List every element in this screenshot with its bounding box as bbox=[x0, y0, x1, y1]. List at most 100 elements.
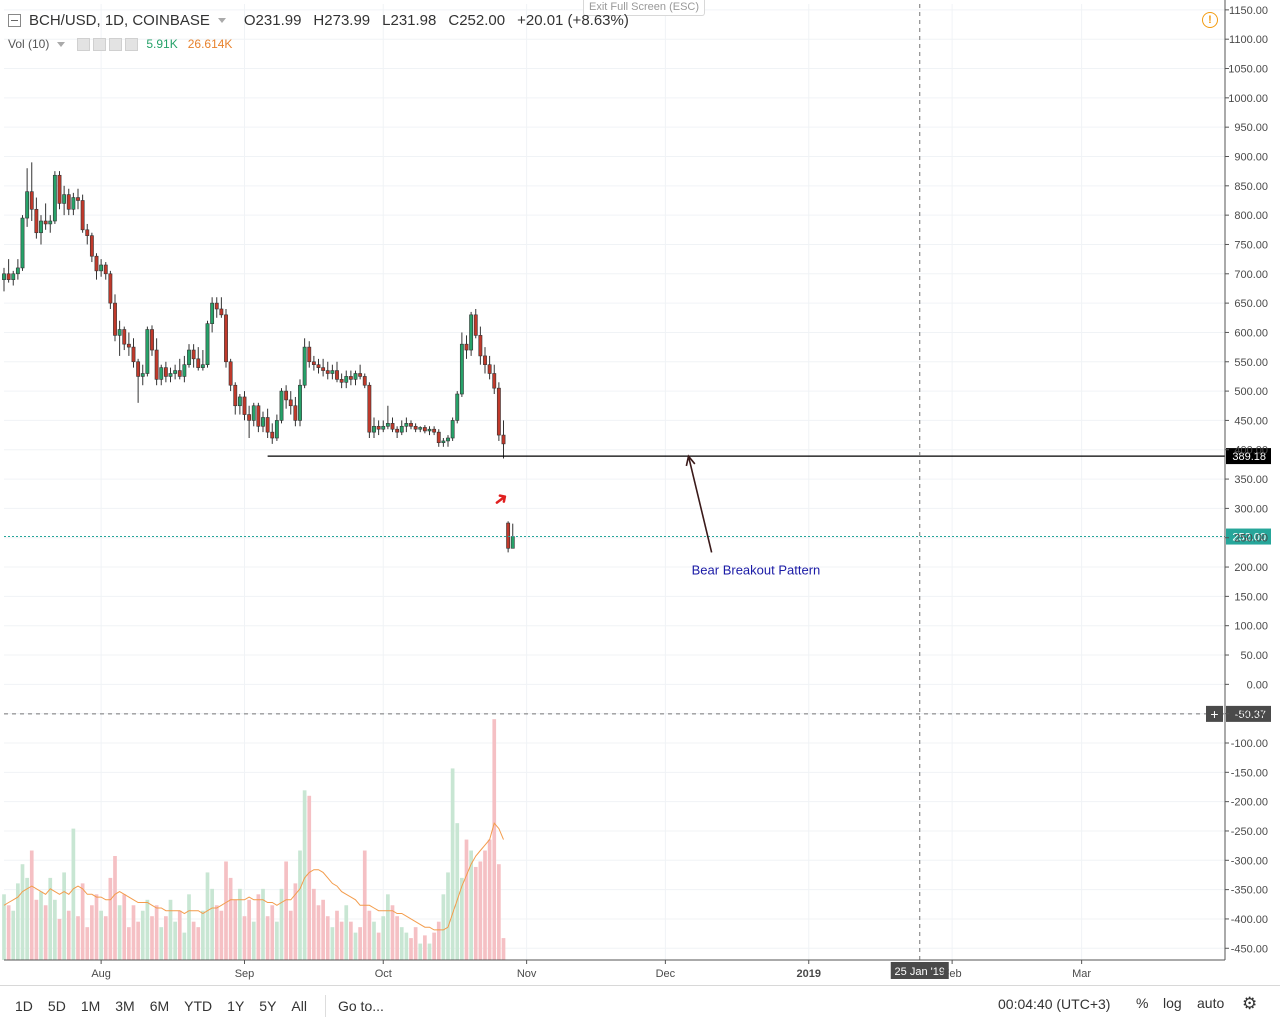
symbol-title[interactable]: BCH/USD, 1D, COINBASE bbox=[29, 12, 210, 29]
volume-bar bbox=[25, 877, 29, 960]
candle-body bbox=[122, 329, 127, 345]
candle-body bbox=[473, 314, 478, 336]
volume-bar bbox=[261, 888, 265, 960]
range-button-all[interactable]: All bbox=[291, 997, 307, 1014]
settings-icon[interactable] bbox=[93, 37, 107, 51]
volume-ma-value: 26.614K bbox=[187, 37, 233, 51]
volume-bar bbox=[159, 927, 164, 960]
close-icon[interactable] bbox=[125, 37, 139, 51]
candle-body bbox=[154, 349, 159, 380]
volume-bar bbox=[279, 888, 284, 960]
range-button-5d[interactable]: 5D bbox=[47, 997, 66, 1014]
volume-bar bbox=[238, 888, 242, 960]
candle-body bbox=[385, 423, 390, 427]
volume-bar bbox=[483, 850, 487, 960]
range-button-1m[interactable]: 1M bbox=[80, 997, 101, 1014]
y-tick-label: -450.00 bbox=[1231, 943, 1268, 955]
volume-bar bbox=[182, 932, 187, 960]
volume-bar bbox=[381, 916, 386, 960]
candle-body bbox=[413, 425, 418, 430]
grid bbox=[4, 4, 1225, 960]
clock-timezone[interactable]: 00:04:40 (UTC+3) bbox=[998, 996, 1111, 1012]
level-price-label: 389.18 bbox=[1232, 451, 1266, 463]
candle-body bbox=[427, 428, 432, 432]
candle-body bbox=[284, 390, 289, 401]
candle-body bbox=[136, 361, 141, 377]
y-tick-label: 1150.00 bbox=[1229, 5, 1268, 17]
range-button-1y[interactable]: 1Y bbox=[227, 997, 245, 1014]
volume-bar bbox=[413, 927, 418, 960]
candle-body bbox=[177, 370, 182, 377]
candle-body bbox=[344, 376, 349, 383]
x-tick-label: Feb bbox=[943, 968, 962, 980]
percent-scale-toggle[interactable]: % bbox=[1136, 995, 1149, 1011]
candle-body bbox=[89, 235, 94, 257]
range-button-3m[interactable]: 3M bbox=[115, 997, 135, 1014]
plus-icon[interactable] bbox=[109, 37, 123, 51]
candle-body bbox=[506, 522, 511, 549]
candle-body bbox=[224, 314, 228, 363]
collapse-toggle-icon[interactable] bbox=[8, 14, 21, 27]
volume-bar bbox=[150, 916, 154, 960]
y-tick-label: 100.00 bbox=[1234, 621, 1268, 633]
volume-indicator-label[interactable]: Vol (10) bbox=[8, 37, 50, 51]
candle-body bbox=[145, 329, 150, 374]
candle-body bbox=[103, 264, 108, 275]
range-button-6m[interactable]: 6M bbox=[149, 997, 170, 1014]
volume-bar bbox=[436, 921, 441, 960]
log-scale-toggle[interactable]: log bbox=[1163, 995, 1182, 1011]
x-tick-label: Sep bbox=[235, 968, 255, 980]
candle-body bbox=[242, 396, 247, 415]
y-tick-label: 850.00 bbox=[1234, 181, 1268, 193]
candle-body bbox=[159, 367, 164, 380]
candle-body bbox=[200, 364, 205, 368]
candle-body bbox=[150, 329, 154, 351]
volume-bar bbox=[335, 910, 339, 960]
candle-body bbox=[52, 174, 57, 222]
candle-body bbox=[228, 361, 233, 386]
volume-bar bbox=[358, 927, 362, 960]
volume-bar bbox=[154, 905, 159, 960]
gear-icon[interactable]: ⚙ bbox=[1242, 994, 1258, 1013]
chevron-down-icon[interactable] bbox=[57, 41, 66, 47]
candle-body bbox=[270, 431, 275, 439]
candle-body bbox=[117, 329, 122, 336]
range-button-ytd[interactable]: YTD bbox=[184, 997, 213, 1014]
candle-body bbox=[261, 417, 265, 427]
candle-body bbox=[191, 349, 196, 360]
candle-body bbox=[163, 367, 168, 377]
volume-bar bbox=[492, 719, 497, 960]
y-tick-label: 450.00 bbox=[1234, 415, 1268, 427]
volume-bar bbox=[53, 899, 57, 960]
candle-body bbox=[496, 387, 501, 436]
range-button-1d[interactable]: 1D bbox=[15, 997, 33, 1014]
volume-bar bbox=[325, 916, 330, 960]
alert-icon[interactable]: ! bbox=[1202, 12, 1218, 28]
candle-body bbox=[487, 364, 492, 374]
y-tick-label: -250.00 bbox=[1231, 826, 1268, 838]
volume-bar bbox=[219, 910, 224, 960]
volume-bar bbox=[418, 943, 423, 960]
volume-bar bbox=[423, 935, 427, 960]
auto-scale-toggle[interactable]: auto bbox=[1197, 995, 1225, 1011]
volume-bar bbox=[43, 905, 48, 960]
y-tick-label: 1050.00 bbox=[1228, 64, 1268, 76]
candle-body bbox=[335, 370, 339, 380]
volume-bar bbox=[390, 905, 395, 960]
range-button-5y[interactable]: 5Y bbox=[259, 997, 277, 1014]
volume-bar bbox=[339, 921, 344, 960]
volume-bar bbox=[353, 932, 358, 960]
chevron-down-icon[interactable] bbox=[217, 18, 226, 23]
candle-body bbox=[256, 405, 261, 427]
volume-bar bbox=[284, 861, 288, 960]
candle-body bbox=[311, 361, 316, 365]
exit-fullscreen-button[interactable]: Exit Full Screen (ESC) bbox=[583, 0, 705, 16]
goto-date-button[interactable]: Go to... bbox=[337, 997, 384, 1014]
plus-icon: + bbox=[1210, 706, 1218, 722]
eye-icon[interactable] bbox=[77, 37, 91, 51]
volume-bar bbox=[113, 856, 117, 960]
candle-body bbox=[274, 420, 279, 439]
volume-bar bbox=[173, 921, 177, 960]
volume-bar bbox=[117, 905, 122, 960]
